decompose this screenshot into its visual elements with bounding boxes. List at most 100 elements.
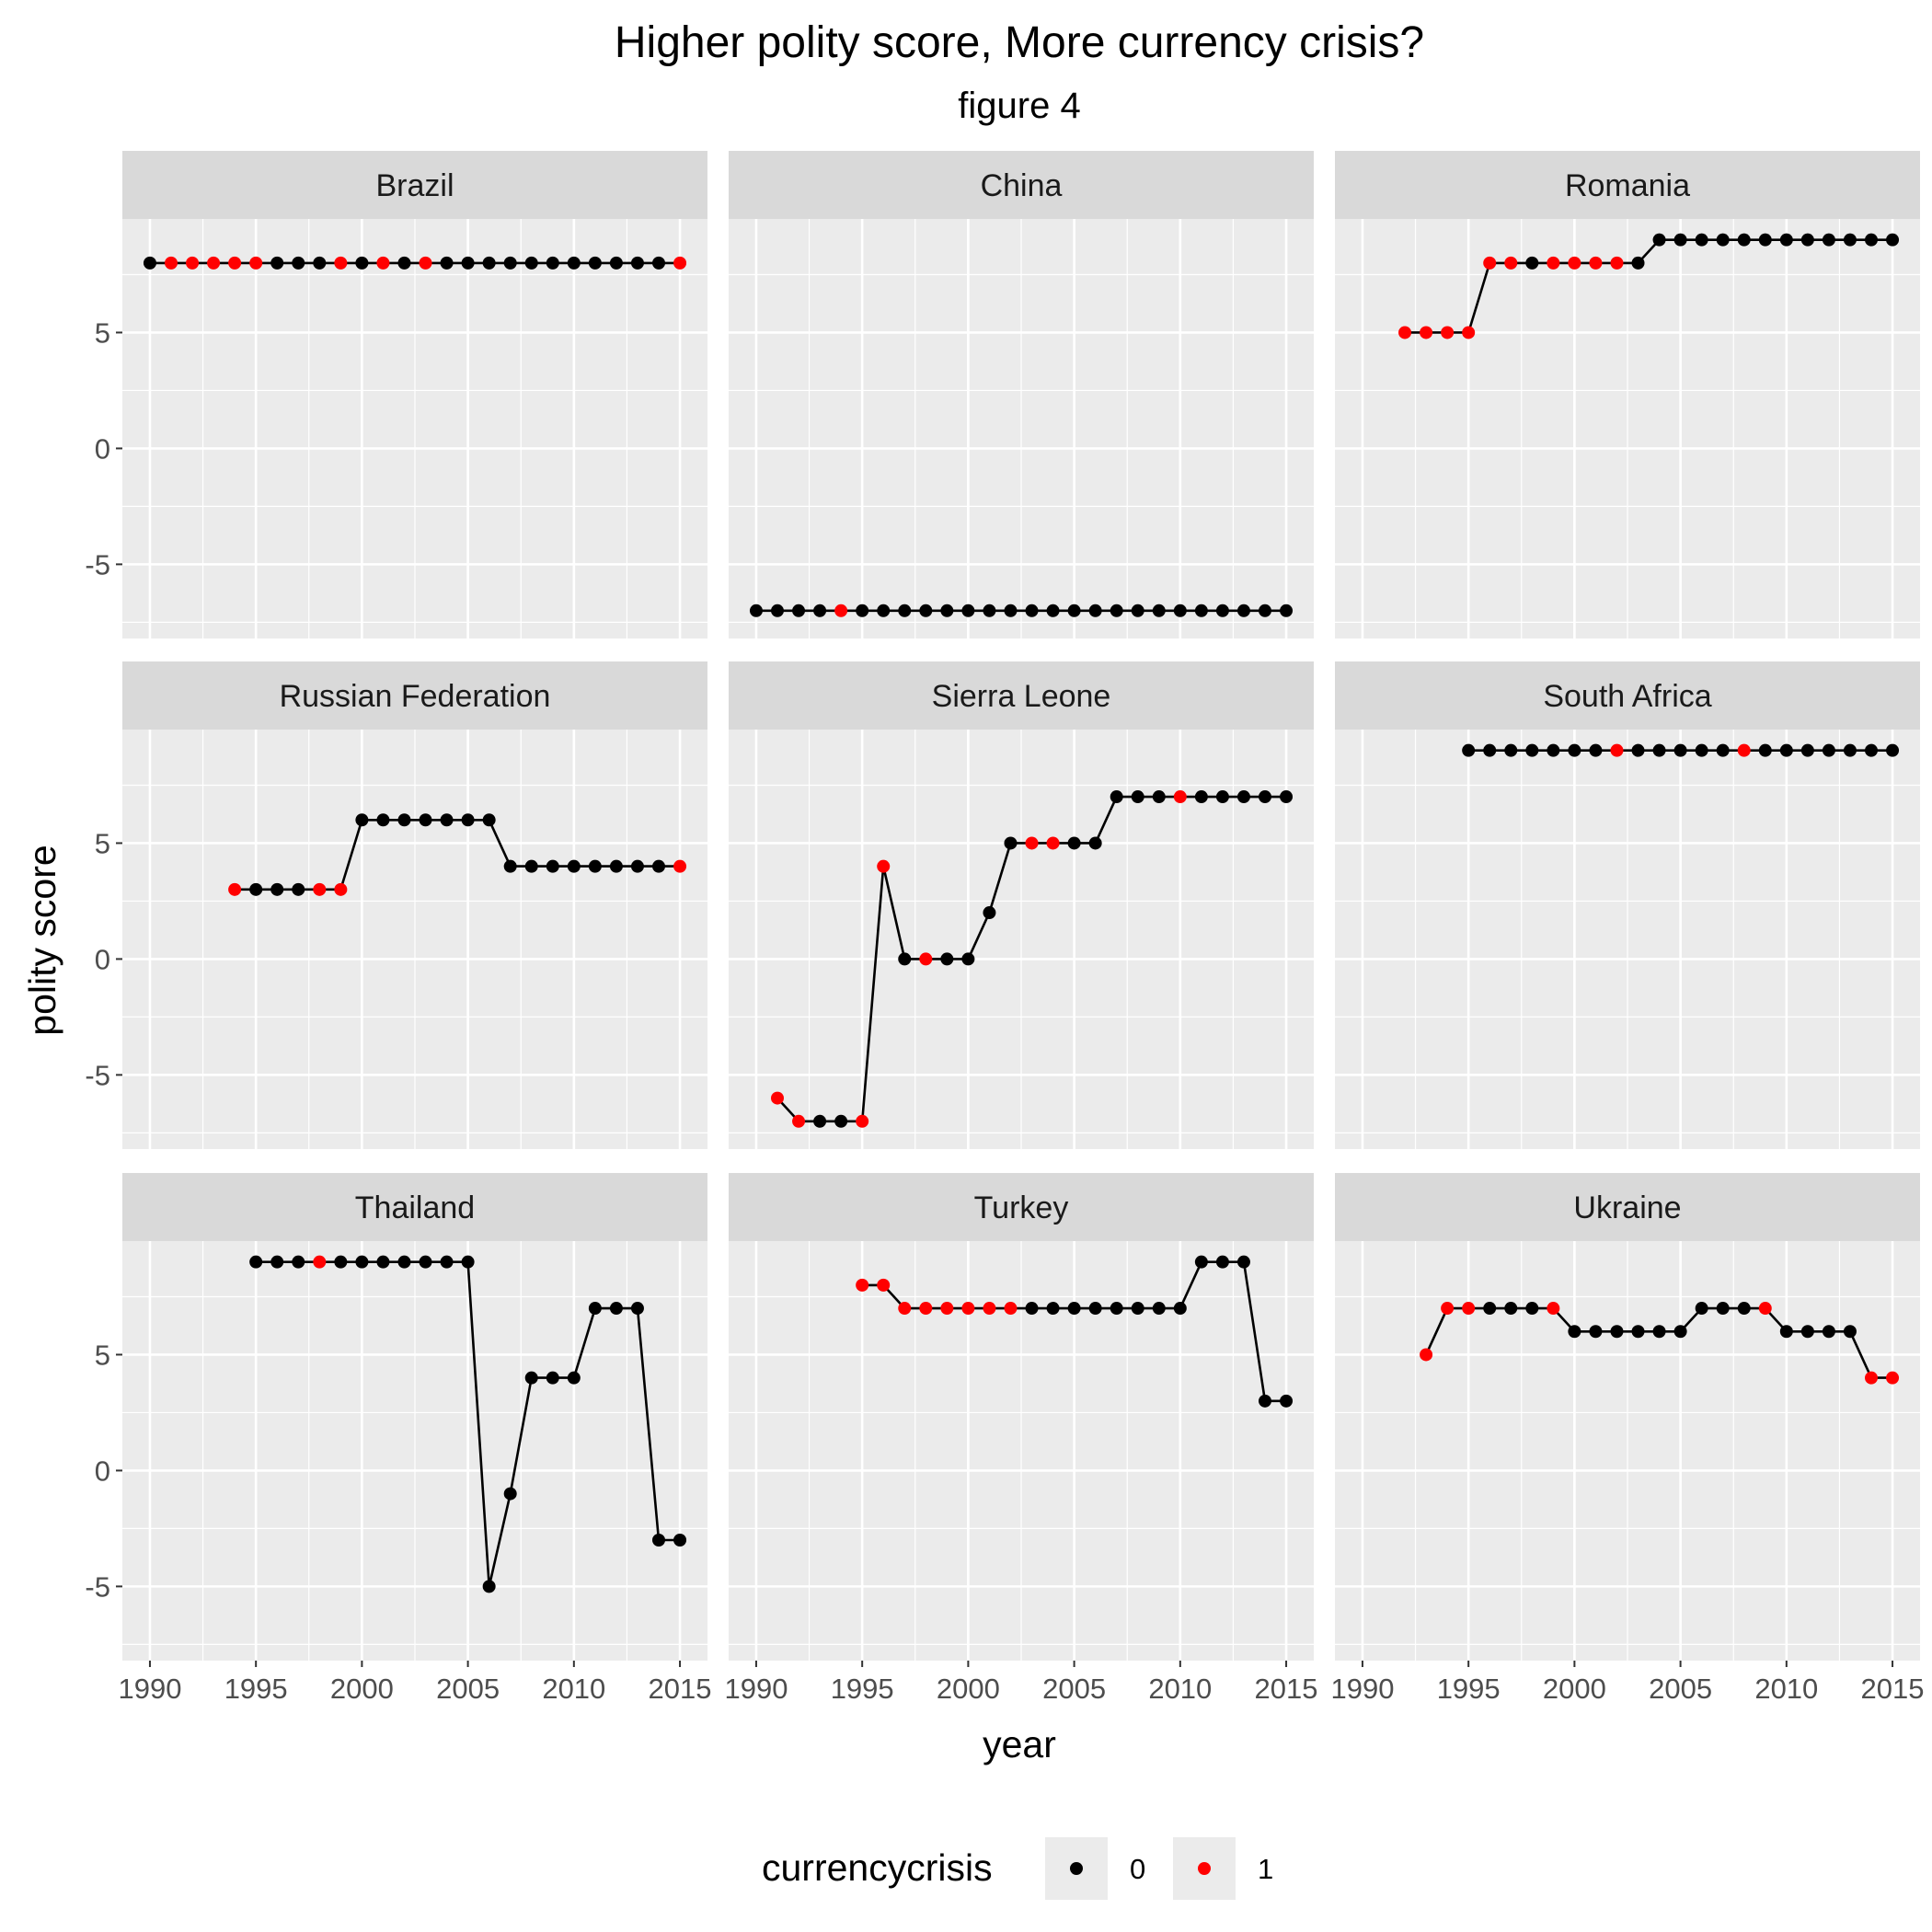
data-point xyxy=(1800,1325,1814,1339)
data-point xyxy=(1865,743,1878,757)
facet-panel: South Africa xyxy=(1335,661,1920,1149)
legend-label: 1 xyxy=(1258,1853,1273,1885)
x-tick-label: 1995 xyxy=(831,1673,894,1705)
data-point xyxy=(1173,790,1187,804)
data-point xyxy=(771,604,784,617)
facet-panels: Brazil China Romania Russian Federation Sier… xyxy=(122,151,1920,1661)
y-tick-label: -5 xyxy=(85,1570,110,1603)
facet-panel: Thailand xyxy=(122,1173,707,1661)
facet-strip xyxy=(122,151,707,219)
x-tick-label: 2010 xyxy=(542,1673,605,1705)
data-point xyxy=(1194,790,1208,804)
data-point xyxy=(1737,1302,1751,1316)
data-point xyxy=(1280,604,1294,617)
data-point xyxy=(1652,1325,1666,1339)
data-point xyxy=(1737,743,1751,757)
data-point xyxy=(503,1487,517,1501)
facet-strip-label: Ukraine xyxy=(1573,1190,1681,1225)
data-point xyxy=(503,256,517,270)
data-point xyxy=(877,859,891,873)
data-point xyxy=(1547,743,1560,757)
series-line xyxy=(235,818,680,891)
x-tick-label: 2010 xyxy=(1754,1673,1818,1705)
y-tick-label: 0 xyxy=(95,432,110,465)
data-point xyxy=(376,256,390,270)
legend-label: 0 xyxy=(1130,1853,1145,1885)
chart-subtitle: figure 4 xyxy=(958,86,1080,126)
data-point xyxy=(1215,790,1229,804)
data-point xyxy=(588,256,602,270)
x-tick-label: 1990 xyxy=(118,1673,181,1705)
data-point xyxy=(1215,604,1229,617)
data-point xyxy=(1398,326,1412,339)
data-point xyxy=(440,1255,454,1269)
data-point xyxy=(1525,256,1539,270)
data-point xyxy=(771,1091,784,1105)
data-point xyxy=(228,882,242,896)
data-point xyxy=(919,1302,933,1316)
data-point xyxy=(813,604,827,617)
data-point xyxy=(1779,1325,1793,1339)
facet-strip xyxy=(729,1173,1314,1241)
data-point xyxy=(940,604,954,617)
data-point xyxy=(1865,1371,1878,1385)
data-point xyxy=(355,813,369,827)
data-point xyxy=(397,1255,411,1269)
facet-strip xyxy=(1335,661,1920,730)
data-point xyxy=(630,1302,644,1316)
data-point xyxy=(419,256,432,270)
legend: currencycrisis 0 1 xyxy=(762,1837,1273,1900)
data-point xyxy=(1004,836,1018,850)
facet-panel: Romania xyxy=(1335,151,1920,638)
data-point xyxy=(143,256,156,270)
data-point xyxy=(673,1533,687,1547)
facet-panel: Russian Federation xyxy=(122,661,707,1149)
data-point xyxy=(567,256,581,270)
data-point xyxy=(1025,836,1039,850)
data-point xyxy=(546,256,559,270)
facet-strip xyxy=(1335,151,1920,219)
legend-key-point xyxy=(1198,1862,1211,1875)
data-point xyxy=(1631,256,1645,270)
data-point xyxy=(313,882,327,896)
facet-panel: Turkey xyxy=(729,1173,1314,1661)
data-point xyxy=(1152,790,1166,804)
data-point xyxy=(1716,233,1730,247)
data-point xyxy=(1504,743,1518,757)
data-point xyxy=(609,256,623,270)
data-point xyxy=(1420,1348,1433,1362)
x-tick-label: 2000 xyxy=(937,1673,1000,1705)
facet-strip-label: Thailand xyxy=(355,1190,475,1225)
facet-panel: Sierra Leone xyxy=(729,661,1314,1149)
data-point xyxy=(630,859,644,873)
data-point xyxy=(1568,256,1581,270)
data-point xyxy=(940,1302,954,1316)
data-point xyxy=(588,859,602,873)
data-point xyxy=(1525,743,1539,757)
data-point xyxy=(1758,233,1772,247)
data-point xyxy=(898,604,912,617)
x-tick-label: 2000 xyxy=(330,1673,394,1705)
x-tick-label: 1995 xyxy=(224,1673,288,1705)
data-point xyxy=(1236,1255,1250,1269)
x-tick-label: 1990 xyxy=(1330,1673,1394,1705)
data-point xyxy=(1046,604,1060,617)
data-point xyxy=(461,256,475,270)
data-point xyxy=(292,1255,305,1269)
facet-strip-label: Sierra Leone xyxy=(932,679,1111,714)
data-point xyxy=(482,1580,496,1593)
data-point xyxy=(165,256,178,270)
data-point xyxy=(1173,604,1187,617)
data-point xyxy=(1236,604,1250,617)
data-point xyxy=(376,813,390,827)
data-point xyxy=(1046,1302,1060,1316)
data-point xyxy=(919,952,933,966)
data-point xyxy=(834,604,848,617)
data-point xyxy=(1131,1302,1144,1316)
data-point xyxy=(1462,1302,1476,1316)
data-point xyxy=(482,256,496,270)
data-point xyxy=(1504,1302,1518,1316)
data-point xyxy=(546,859,559,873)
x-tick-label: 2005 xyxy=(1042,1673,1106,1705)
facet-strip xyxy=(122,661,707,730)
